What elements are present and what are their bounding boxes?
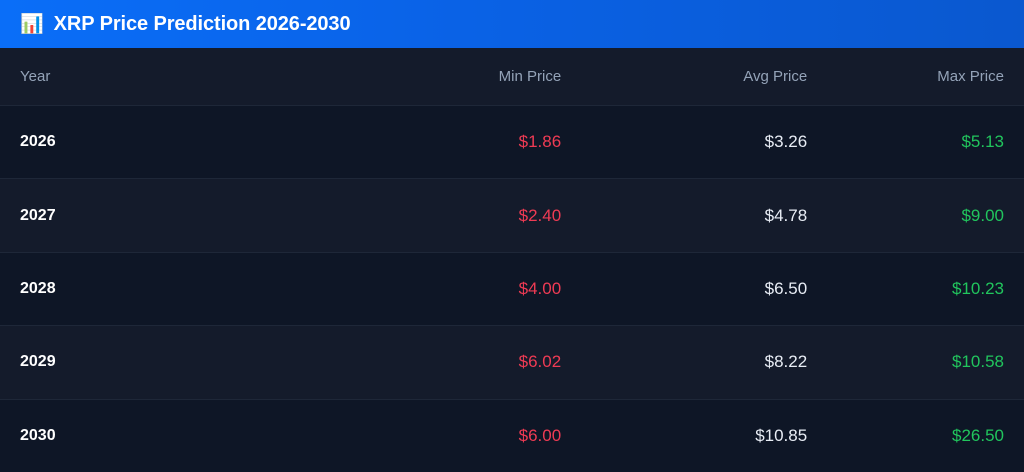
table-row: 2029 $6.02 $8.22 $10.58 bbox=[0, 326, 1024, 400]
cell-max-price: $5.13 bbox=[961, 132, 1004, 152]
cell-avg-price: $3.26 bbox=[764, 132, 808, 152]
table-row: 2030 $6.00 $10.85 $26.50 bbox=[0, 399, 1024, 472]
cell-min-price: $2.40 bbox=[518, 205, 562, 225]
cell-year: 2028 bbox=[20, 280, 56, 298]
widget-titlebar: 📊 XRP Price Prediction 2026-2030 bbox=[0, 0, 1024, 48]
table-row: 2028 $4.00 $6.50 $10.23 bbox=[0, 252, 1024, 327]
table-row: 2026 $1.86 $3.26 $5.13 bbox=[0, 106, 1024, 180]
cell-year: 2030 bbox=[20, 426, 56, 444]
cell-min-price: $1.86 bbox=[518, 132, 562, 152]
price-prediction-table: Year Min Price Avg Price Max Price 2026 … bbox=[0, 48, 1024, 472]
cell-max-price: $10.23 bbox=[951, 279, 1004, 299]
cell-year: 2029 bbox=[20, 353, 56, 371]
bar-chart-icon: 📊 bbox=[20, 13, 44, 35]
column-header-min-price: Min Price bbox=[498, 68, 562, 85]
cell-min-price: $6.02 bbox=[518, 352, 562, 372]
column-header-max-price: Max Price bbox=[937, 68, 1004, 85]
cell-avg-price: $4.78 bbox=[764, 205, 808, 225]
cell-min-price: $6.00 bbox=[518, 425, 562, 445]
column-header-avg-price: Avg Price bbox=[743, 68, 808, 85]
cell-avg-price: $6.50 bbox=[764, 279, 808, 299]
cell-max-price: $26.50 bbox=[951, 425, 1004, 445]
table-header-row: Year Min Price Avg Price Max Price bbox=[0, 48, 1024, 106]
cell-avg-price: $10.85 bbox=[755, 425, 808, 445]
cell-year: 2026 bbox=[20, 133, 56, 151]
cell-max-price: $10.58 bbox=[951, 352, 1004, 372]
column-header-year: Year bbox=[20, 68, 51, 85]
page-title: XRP Price Prediction 2026-2030 bbox=[53, 12, 351, 35]
cell-max-price: $9.00 bbox=[961, 205, 1004, 225]
cell-year: 2027 bbox=[20, 206, 56, 224]
table-row: 2027 $2.40 $4.78 $9.00 bbox=[0, 179, 1024, 253]
cell-avg-price: $8.22 bbox=[764, 352, 808, 372]
cell-min-price: $4.00 bbox=[518, 279, 562, 299]
